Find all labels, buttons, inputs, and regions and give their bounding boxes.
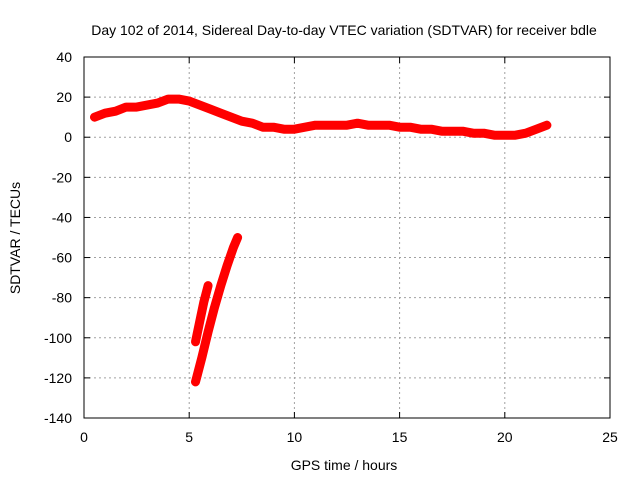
sdtvar-main-point [279, 125, 288, 134]
y-tick-label: 0 [64, 129, 72, 145]
sdtvar-main-point [532, 125, 541, 134]
y-tick-label: -140 [44, 410, 72, 426]
sdtvar-main-point [206, 105, 215, 114]
y-tick-label: -40 [52, 209, 72, 225]
y-tick-label: -80 [52, 290, 72, 306]
y-tick-label: -100 [44, 330, 72, 346]
sdtvar-main-point [321, 121, 330, 130]
sdtvar-main-point [406, 123, 415, 132]
sdtvar-lower-spike-point [223, 261, 232, 270]
x-tick-label: 15 [392, 429, 408, 445]
grid [84, 57, 610, 418]
sdtvar-main-point [122, 103, 131, 112]
sdtvar-lower-spike-point [210, 303, 219, 312]
sdtvar-main-line [90, 94, 552, 140]
sdtvar-main-series [90, 94, 552, 140]
sdtvar-main-point [311, 121, 320, 130]
sdtvar-main-point [90, 113, 99, 122]
sdtvar-lower-spike-series [191, 233, 243, 387]
sdtvar-main-point [111, 107, 120, 116]
sdtvar-main-point [290, 125, 299, 134]
sdtvar-main-point [437, 127, 446, 136]
x-tick-label: 5 [185, 429, 193, 445]
sdtvar-main-point [248, 119, 257, 128]
x-tick-label: 0 [80, 429, 88, 445]
y-tick-label: -60 [52, 250, 72, 266]
sdtvar-lower-spike-point [233, 233, 242, 242]
sdtvar-main-point [343, 121, 351, 130]
sdtvar-main-point [458, 127, 467, 136]
sdtvar-main-point [490, 131, 499, 140]
y-tick-label: 40 [56, 49, 72, 65]
sdtvar-main-point [521, 129, 530, 138]
sdtvar-lower-spike-point [197, 353, 206, 362]
sdtvar-main-point [332, 121, 341, 130]
sdtvar-main-point [364, 121, 373, 130]
sdtvar-main-point [385, 121, 394, 130]
sdtvar-upper-spike-line [191, 281, 213, 347]
sdtvar-lower-spike-point [204, 327, 213, 336]
sdtvar-main-point [395, 123, 404, 132]
sdtvar-main-point [143, 101, 152, 110]
y-tick-label: -120 [44, 370, 72, 386]
sdtvar-main-point [500, 131, 509, 140]
x-axis-label: GPS time / hours [291, 457, 398, 473]
y-axis-label: SDTVAR / TECUs [7, 182, 23, 294]
sdtvar-main-point [101, 109, 110, 118]
sdtvar-upper-spike-point [199, 297, 208, 306]
sdtvar-main-point [300, 123, 309, 132]
sdtvar-upper-spike-point [204, 281, 213, 290]
sdtvar-main-point [374, 121, 383, 130]
sdtvar-main-point [479, 129, 488, 138]
y-tick-label: 20 [56, 89, 72, 105]
series-layer [90, 94, 552, 387]
sdtvar-main-point [174, 95, 183, 104]
sdtvar-main-point [216, 109, 225, 118]
sdtvar-main-point [542, 121, 551, 130]
y-tick-label: -20 [52, 169, 72, 185]
sdtvar-main-point [132, 103, 141, 112]
sdtvar-main-point [195, 101, 204, 110]
sdtvar-main-point [353, 119, 362, 128]
axis-ticks: 0 5 10 15 20 25 -140 -120 -100 -80 -60 -40 -20 0 20 40 [44, 49, 618, 445]
sdtvar-main-point [269, 123, 278, 132]
sdtvar-lower-spike-point [229, 243, 238, 252]
sdtvar-main-point [164, 95, 173, 104]
sdtvar-main-point [427, 125, 436, 134]
sdtvar-main-point [416, 125, 425, 134]
sdtvar-lower-spike-point [216, 281, 225, 290]
sdtvar-upper-spike-point [195, 317, 204, 326]
x-tick-label: 25 [602, 429, 618, 445]
chart-title: Day 102 of 2014, Sidereal Day-to-day VTE… [91, 22, 597, 38]
sdtvar-main-point [511, 131, 520, 140]
sdtvar-main-point [227, 113, 236, 122]
sdtvar-main-point [237, 117, 246, 126]
sdtvar-main-point [469, 129, 478, 138]
sdtvar-lower-spike-point [191, 377, 200, 386]
sdtvar-main-point [258, 123, 267, 132]
sdtvar-main-point [185, 97, 194, 106]
sdtvar-upper-spike-series [191, 281, 213, 347]
sdtvar-main-point [153, 99, 162, 108]
sdtvar-upper-spike-point [191, 337, 200, 346]
plot-frame [83, 56, 611, 419]
x-tick-label: 20 [497, 429, 513, 445]
sdtvar-main-point [448, 127, 457, 136]
x-tick-label: 10 [287, 429, 303, 445]
